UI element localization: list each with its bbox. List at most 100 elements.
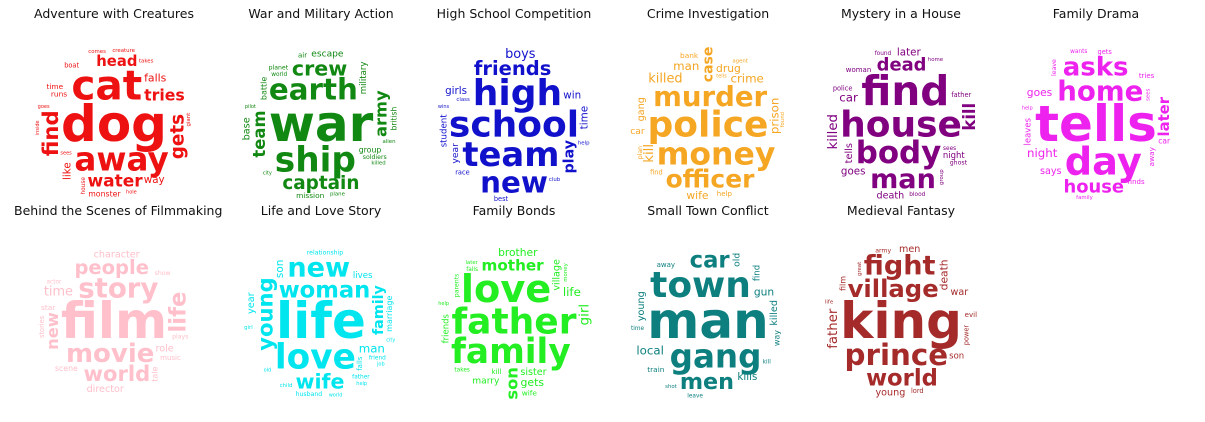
cloud-word: agent xyxy=(732,58,748,64)
cloud-word: captain xyxy=(282,173,359,194)
wordcloud-panel: High School Competition school high team new… xyxy=(414,6,614,206)
panel-title: Behind the Scenes of Filmmaking xyxy=(14,203,223,218)
cloud-word: story xyxy=(78,271,158,304)
cloud-word: train xyxy=(647,365,665,374)
cloud-word: year xyxy=(450,143,461,164)
cloud-word: giant xyxy=(186,113,192,127)
cloud-word: car xyxy=(690,247,731,273)
cloud-word: way xyxy=(144,174,165,186)
cloud-word: battle xyxy=(259,77,268,100)
cloud-word: shot xyxy=(665,384,677,390)
cloud-word: girl xyxy=(244,325,253,331)
wordcloud-panel: Life and Love Story life love woman young new… xyxy=(221,203,421,403)
cloud-word: character xyxy=(94,249,140,260)
cloud-word: blood xyxy=(909,192,925,198)
cloud-word: dog xyxy=(61,95,167,153)
cloud-word: film xyxy=(61,292,167,350)
panel-title: Mystery in a House xyxy=(841,6,961,21)
cloud-word: son xyxy=(502,367,521,399)
cloud-word: comes xyxy=(88,49,106,55)
panel-title: Crime Investigation xyxy=(646,6,770,21)
cloud-word: plane xyxy=(330,192,346,198)
cloud-word: asks xyxy=(1063,52,1129,82)
cloud-word: away xyxy=(74,141,168,179)
cloud-word: found xyxy=(780,112,786,127)
cloud-word: young xyxy=(636,291,647,321)
cloud-word: sister xyxy=(520,367,546,378)
cloud-word: kill xyxy=(492,368,502,376)
cloud-word: gang xyxy=(670,338,762,376)
cloud-word: tells xyxy=(844,143,855,163)
cloud-word: way xyxy=(772,330,781,346)
wordcloud-panel: Behind the Scenes of Filmmaking film story… xyxy=(14,203,223,403)
cloud-word: year xyxy=(246,292,257,314)
cloud-word: movie xyxy=(66,339,154,369)
cloud-word: wife xyxy=(295,370,344,394)
cloud-word: star xyxy=(41,303,56,312)
cloud-word: murder xyxy=(653,80,767,113)
cloud-word: house xyxy=(1063,177,1124,198)
cloud-word: day xyxy=(1065,139,1142,184)
panel-title: Medieval Fantasy xyxy=(846,203,956,218)
cloud-word: son xyxy=(274,260,286,278)
cloud-word: husband xyxy=(296,391,323,398)
cloud-word: show xyxy=(155,270,171,277)
cloud-word: time xyxy=(631,326,645,332)
cloud-word: away xyxy=(657,261,675,269)
cloud-word: body xyxy=(856,135,942,171)
cloud-word: tries xyxy=(144,85,185,104)
cloud-word: kill xyxy=(642,144,657,163)
cloud-word: bank xyxy=(680,51,699,60)
cloud-word: time xyxy=(46,82,63,91)
cloud-word: alien xyxy=(382,139,395,145)
cloud-word: creature xyxy=(112,48,135,54)
cloud-word: takes xyxy=(454,367,470,373)
cloud-word: friend xyxy=(369,356,386,362)
cloud-word: british xyxy=(389,107,398,131)
cloud-word: cat xyxy=(71,62,142,110)
cloud-word: men xyxy=(899,244,920,255)
cloud-word: case xyxy=(701,47,717,83)
cloud-word: death xyxy=(877,191,905,202)
cloud-word: woman xyxy=(279,278,371,304)
cloud-word: wife xyxy=(686,189,708,202)
cloud-word: fight xyxy=(864,251,936,282)
cloud-word: planet xyxy=(269,65,289,72)
cloud-word: army xyxy=(875,247,891,254)
cloud-word: boat xyxy=(64,62,79,70)
cloud-word: club xyxy=(549,177,561,183)
cloud-word: family xyxy=(1076,195,1093,201)
cloud-word: away xyxy=(1147,146,1156,166)
cloud-word: ship xyxy=(275,141,356,181)
cloud-word: high xyxy=(473,73,562,114)
cloud-word: old xyxy=(732,253,743,267)
cloud-word: brother xyxy=(498,246,538,259)
cloud-word: leave xyxy=(1051,59,1058,76)
cloud-word: falls xyxy=(356,356,364,371)
cloud-word: scene xyxy=(55,364,78,373)
cloud-word: air xyxy=(298,52,307,60)
cloud-word: army xyxy=(372,90,391,137)
cloud-word: police xyxy=(648,104,769,145)
cloud-word: crew xyxy=(292,56,347,80)
cloud-word: city xyxy=(263,171,272,177)
cloud-word: young xyxy=(253,277,278,350)
cloud-word: plan xyxy=(637,146,644,159)
cloud-word: kill xyxy=(960,103,979,131)
cloud-word: mission xyxy=(296,191,325,200)
wordcloud-panel: Medieval Fantasy king prince village fight wo… xyxy=(801,203,1001,403)
cloud-word: plays xyxy=(172,334,188,341)
cloud-word: says xyxy=(1040,166,1062,177)
cloud-word: music xyxy=(160,354,181,362)
cloud-word: leaves xyxy=(1023,117,1033,145)
cloud-word: goes xyxy=(1027,86,1053,99)
cloud-word: later xyxy=(465,260,478,266)
cloud-word: car xyxy=(1158,137,1171,146)
cloud-word: war xyxy=(269,95,374,153)
cloud-word: city xyxy=(386,337,395,343)
wordcloud-panel: Family Drama tells day home asks house night go… xyxy=(996,6,1196,206)
cloud-word: night xyxy=(1027,146,1058,160)
cloud-word: life xyxy=(165,292,191,333)
cloud-word: falls xyxy=(466,267,478,273)
